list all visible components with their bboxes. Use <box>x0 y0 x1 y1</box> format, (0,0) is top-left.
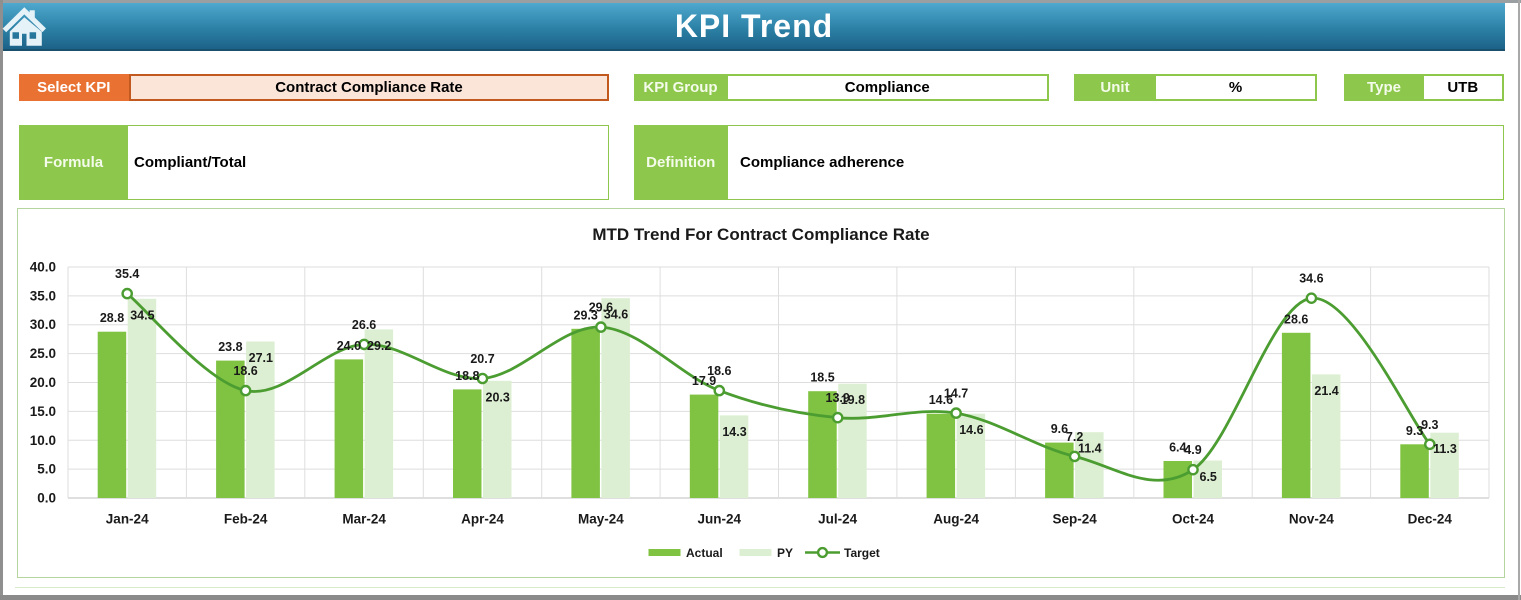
svg-text:20.7: 20.7 <box>470 352 494 366</box>
svg-text:40.0: 40.0 <box>30 260 56 275</box>
svg-text:29.3: 29.3 <box>574 308 598 322</box>
svg-text:13.9: 13.9 <box>826 391 850 405</box>
svg-text:14.3: 14.3 <box>722 425 746 439</box>
svg-text:Nov-24: Nov-24 <box>1289 512 1335 527</box>
svg-text:7.2: 7.2 <box>1066 430 1083 444</box>
svg-text:18.6: 18.6 <box>233 364 257 378</box>
svg-text:15.0: 15.0 <box>30 404 56 419</box>
svg-text:18.6: 18.6 <box>707 364 731 378</box>
svg-text:Actual: Actual <box>686 546 723 560</box>
svg-text:34.6: 34.6 <box>1299 272 1323 286</box>
svg-text:Jul-24: Jul-24 <box>818 512 858 527</box>
svg-text:6.5: 6.5 <box>1200 470 1217 484</box>
svg-text:18.8: 18.8 <box>455 369 479 383</box>
svg-text:26.6: 26.6 <box>352 318 376 332</box>
svg-text:9.3: 9.3 <box>1421 418 1438 432</box>
svg-text:35.0: 35.0 <box>30 288 56 303</box>
svg-text:34.5: 34.5 <box>130 308 154 322</box>
svg-text:May-24: May-24 <box>578 512 624 527</box>
svg-text:6.4: 6.4 <box>1169 441 1186 455</box>
svg-text:20.0: 20.0 <box>30 375 56 390</box>
svg-text:Dec-24: Dec-24 <box>1408 512 1453 527</box>
svg-text:MTD Trend For Contract Complia: MTD Trend For Contract Compliance Rate <box>592 225 929 244</box>
svg-text:Jan-24: Jan-24 <box>106 512 149 527</box>
svg-text:35.4: 35.4 <box>115 267 139 281</box>
svg-text:18.5: 18.5 <box>810 371 834 385</box>
svg-text:27.1: 27.1 <box>249 351 273 365</box>
svg-text:Jun-24: Jun-24 <box>698 512 742 527</box>
svg-text:14.6: 14.6 <box>959 423 983 437</box>
svg-text:28.8: 28.8 <box>100 311 124 325</box>
svg-text:Feb-24: Feb-24 <box>224 512 268 527</box>
svg-text:Aug-24: Aug-24 <box>933 512 979 527</box>
svg-text:14.6: 14.6 <box>929 393 953 407</box>
svg-text:Oct-24: Oct-24 <box>1172 512 1215 527</box>
svg-text:17.9: 17.9 <box>692 374 716 388</box>
svg-text:23.8: 23.8 <box>218 340 242 354</box>
svg-text:Mar-24: Mar-24 <box>342 512 386 527</box>
svg-text:PY: PY <box>777 546 793 560</box>
svg-text:Target: Target <box>844 546 880 560</box>
svg-text:29.2: 29.2 <box>367 339 391 353</box>
svg-text:11.3: 11.3 <box>1433 442 1457 456</box>
svg-text:10.0: 10.0 <box>30 433 56 448</box>
svg-text:28.6: 28.6 <box>1284 312 1308 326</box>
svg-text:Apr-24: Apr-24 <box>461 512 504 527</box>
svg-text:24.0: 24.0 <box>337 339 361 353</box>
svg-text:Sep-24: Sep-24 <box>1052 512 1097 527</box>
svg-text:21.4: 21.4 <box>1314 384 1338 398</box>
svg-text:29.6: 29.6 <box>589 301 613 315</box>
svg-text:0.0: 0.0 <box>37 491 56 506</box>
svg-text:9.6: 9.6 <box>1051 422 1068 436</box>
svg-text:9.3: 9.3 <box>1406 424 1423 438</box>
svg-text:14.7: 14.7 <box>944 387 968 401</box>
svg-text:30.0: 30.0 <box>30 317 56 332</box>
svg-text:4.9: 4.9 <box>1184 443 1201 457</box>
svg-text:19.8: 19.8 <box>841 393 865 407</box>
svg-text:34.6: 34.6 <box>604 308 628 322</box>
svg-text:20.3: 20.3 <box>486 390 510 404</box>
svg-text:25.0: 25.0 <box>30 346 56 361</box>
svg-text:11.4: 11.4 <box>1078 442 1102 456</box>
svg-text:5.0: 5.0 <box>37 462 56 477</box>
